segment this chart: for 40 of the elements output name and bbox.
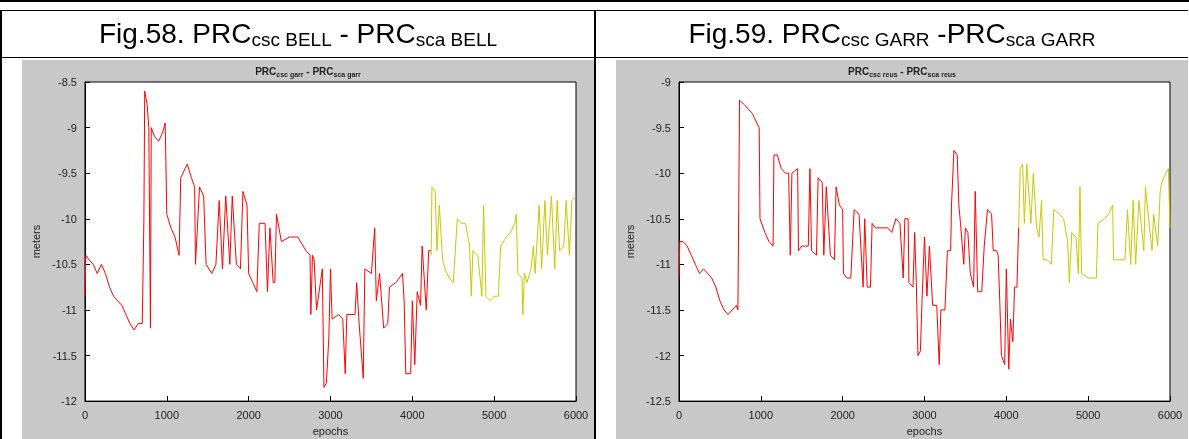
y-tick-label: -9 bbox=[67, 121, 77, 134]
x-tick-label: 2000 bbox=[830, 408, 855, 421]
line-series bbox=[430, 186, 577, 315]
x-axis-title: epochs bbox=[906, 424, 943, 437]
x-tick-label: 4000 bbox=[400, 408, 425, 421]
y-tick-label: -12 bbox=[61, 395, 77, 408]
x-tick-label: 5000 bbox=[481, 408, 507, 421]
line-series bbox=[84, 90, 432, 388]
y-tick-label: -12 bbox=[655, 349, 671, 362]
x-tick-label: 0 bbox=[675, 408, 683, 421]
y-tick-label: -11.5 bbox=[52, 349, 77, 362]
y-tick-label: -10 bbox=[655, 167, 671, 180]
chart-title: Fig.58. PRC$_{csc BELL}$ - PRC$_{sca BELL}$ bbox=[2, 10, 594, 58]
y-tick-label: -10.5 bbox=[51, 258, 77, 271]
chart-title: Fig.59. PRC$_{csc GARR}$ -PRC$_{sca GARR}$ bbox=[596, 10, 1188, 58]
x-tick-label: 1000 bbox=[748, 408, 774, 421]
y-tick-label: -9.5 bbox=[58, 167, 77, 180]
line-series bbox=[678, 99, 1020, 370]
y-tick-label: -9 bbox=[661, 76, 671, 88]
x-tick-label: 6000 bbox=[563, 408, 589, 421]
x-tick-label: 4000 bbox=[994, 408, 1019, 421]
y-tick-label: -10.5 bbox=[645, 212, 671, 225]
x-tick-label: 1000 bbox=[154, 408, 180, 421]
x-tick-label: 5000 bbox=[1075, 408, 1101, 421]
x-tick-label: 2000 bbox=[236, 408, 261, 421]
y-tick-label: -8.5 bbox=[58, 76, 77, 88]
y-tick-label: -9.5 bbox=[652, 121, 671, 134]
x-tick-label: 3000 bbox=[318, 408, 343, 421]
x-tick-label: 0 bbox=[81, 408, 89, 421]
y-tick-label: -12.5 bbox=[645, 395, 671, 408]
y-tick-label: -10 bbox=[61, 212, 77, 225]
x-axis-title: epochs bbox=[312, 424, 349, 437]
y-axis-title: meters bbox=[623, 224, 636, 259]
line-series bbox=[1018, 163, 1171, 284]
y-tick-label: -11 bbox=[61, 303, 77, 316]
x-tick-label: 6000 bbox=[1157, 408, 1183, 421]
y-tick-label: -11.5 bbox=[646, 303, 671, 316]
y-axis-title: meters bbox=[29, 224, 42, 259]
y-tick-label: -11 bbox=[655, 258, 671, 271]
x-tick-label: 3000 bbox=[912, 408, 937, 421]
